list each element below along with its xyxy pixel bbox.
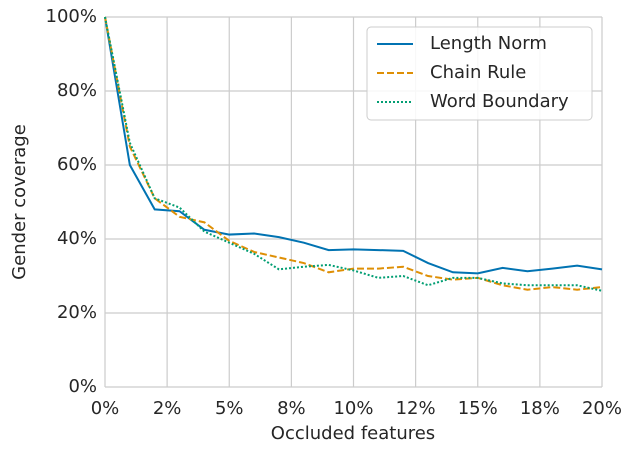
- line-series: [104, 16, 603, 292]
- x-tick-label: 5%: [215, 398, 244, 419]
- x-tick-label: 10%: [333, 398, 373, 419]
- x-tick-label: 8%: [277, 398, 306, 419]
- x-tick-label: 15%: [458, 398, 498, 419]
- y-tick-label: 0%: [68, 376, 97, 397]
- y-tick-label: 60%: [57, 154, 97, 175]
- x-tick-label: 12%: [396, 398, 436, 419]
- legend-label: Word Boundary: [430, 91, 569, 112]
- x-tick-label: 20%: [582, 398, 622, 419]
- y-axis-label: Gender coverage: [9, 124, 30, 280]
- line-series: [104, 16, 603, 275]
- y-tick-label: 100%: [46, 6, 97, 27]
- legend-box: [366, 26, 593, 121]
- y-tick-label: 20%: [57, 302, 97, 323]
- y-tick-label: 40%: [57, 228, 97, 249]
- line-series: [104, 16, 603, 291]
- x-tick-label: 2%: [153, 398, 182, 419]
- y-tick-label: 80%: [57, 80, 97, 101]
- x-tick-label: 18%: [520, 398, 560, 419]
- legend-label: Chain Rule: [430, 62, 526, 83]
- legend-label: Length Norm: [430, 33, 547, 54]
- x-tick-label: 0%: [91, 398, 120, 419]
- x-axis-label: Occluded features: [271, 423, 435, 444]
